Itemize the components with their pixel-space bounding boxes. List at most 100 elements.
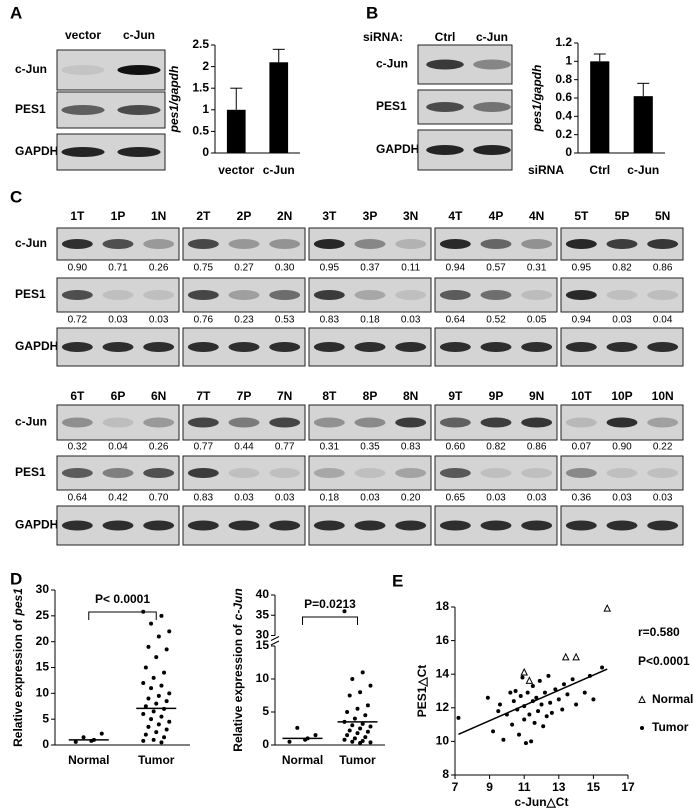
lane-label: 2P	[237, 209, 252, 223]
x-tick-label: 7	[452, 780, 459, 794]
band	[354, 342, 386, 352]
x-tick-label: 13	[552, 780, 566, 794]
legend-label: Normal	[652, 692, 693, 706]
band	[647, 239, 679, 249]
point	[501, 737, 506, 742]
point	[603, 604, 612, 612]
y-tick-label: 10	[436, 734, 450, 748]
quantification: 0.72	[68, 315, 88, 326]
point	[485, 695, 490, 700]
point	[358, 726, 363, 731]
band	[473, 59, 511, 70]
point	[73, 739, 78, 744]
band	[354, 239, 386, 249]
point	[527, 712, 532, 717]
band	[143, 239, 175, 249]
y-axis-label: Relative expression of c-Jun	[231, 588, 245, 751]
band	[521, 290, 553, 300]
point	[546, 673, 551, 678]
lane-label: 3N	[403, 209, 418, 223]
y-tick-label: 10	[36, 686, 50, 700]
y-tick-label: 1.5	[192, 80, 209, 94]
quantification: 0.82	[486, 442, 506, 453]
quantification: 0.60	[446, 442, 466, 453]
point	[99, 731, 104, 736]
y-tick-label: 15	[256, 638, 270, 652]
point	[565, 692, 570, 697]
point	[143, 704, 148, 709]
band	[61, 239, 93, 249]
band	[187, 290, 219, 300]
band	[521, 468, 553, 478]
quantification: 0.03	[653, 493, 673, 504]
band	[473, 102, 511, 112]
point	[360, 721, 365, 726]
point	[355, 706, 360, 711]
quantification: 0.75	[194, 263, 214, 274]
point	[156, 634, 161, 639]
band	[313, 290, 345, 300]
point	[600, 665, 605, 670]
panel-label: B	[366, 3, 378, 22]
lane-label: 6N	[151, 389, 166, 403]
quantification: 0.27	[234, 263, 254, 274]
band	[606, 468, 638, 478]
y-tick-label: 20	[36, 634, 50, 648]
point	[530, 683, 535, 688]
quantification: 0.26	[149, 263, 169, 274]
quantification: 0.57	[486, 263, 506, 274]
band	[187, 417, 219, 428]
y-tick-label: 30	[256, 628, 270, 642]
y-axis-label: Relative expression ofpes1	[11, 588, 25, 747]
point	[496, 709, 501, 714]
band	[354, 468, 386, 478]
quantification: 0.03	[234, 493, 254, 504]
point	[368, 740, 373, 745]
band	[521, 520, 553, 531]
y-tick-label: 5	[42, 711, 49, 725]
band	[187, 468, 219, 478]
band	[395, 342, 427, 352]
quantification: 0.42	[108, 493, 128, 504]
quantification: 0.83	[401, 442, 421, 453]
point	[313, 733, 318, 738]
quantification: 0.04	[653, 315, 673, 326]
y-tick-label: 8	[442, 767, 449, 781]
lane-label: 8N	[403, 389, 418, 403]
point	[513, 689, 518, 693]
quantification: 0.11	[401, 263, 420, 274]
point	[510, 722, 515, 727]
point	[342, 737, 347, 742]
band	[61, 417, 93, 428]
quantification: 0.03	[108, 315, 128, 326]
legend-label: Tumor	[652, 720, 689, 734]
point	[164, 647, 169, 652]
band	[647, 520, 679, 531]
point	[511, 699, 516, 704]
band	[565, 239, 597, 249]
x-tick-label: Tumor	[138, 753, 175, 767]
x-tick-label: c-Jun	[627, 163, 659, 177]
point	[352, 716, 357, 721]
point	[534, 695, 539, 700]
point	[350, 723, 355, 728]
quantification: 0.31	[527, 263, 547, 274]
y-tick-label: 0	[202, 145, 209, 159]
point	[358, 741, 363, 746]
y-tick-label: 0.8	[555, 72, 572, 86]
band	[117, 147, 161, 157]
lane-label: 4T	[448, 209, 463, 223]
quantification: 0.07	[572, 442, 592, 453]
point	[156, 722, 161, 727]
band	[395, 290, 427, 300]
point	[146, 724, 151, 729]
quantification: 0.03	[527, 493, 547, 504]
band	[61, 520, 93, 531]
band	[354, 520, 386, 531]
axis-break	[270, 640, 280, 646]
y-tick-label: 1	[202, 102, 209, 116]
point	[154, 701, 159, 706]
regression-line	[458, 668, 608, 736]
point	[525, 676, 534, 684]
